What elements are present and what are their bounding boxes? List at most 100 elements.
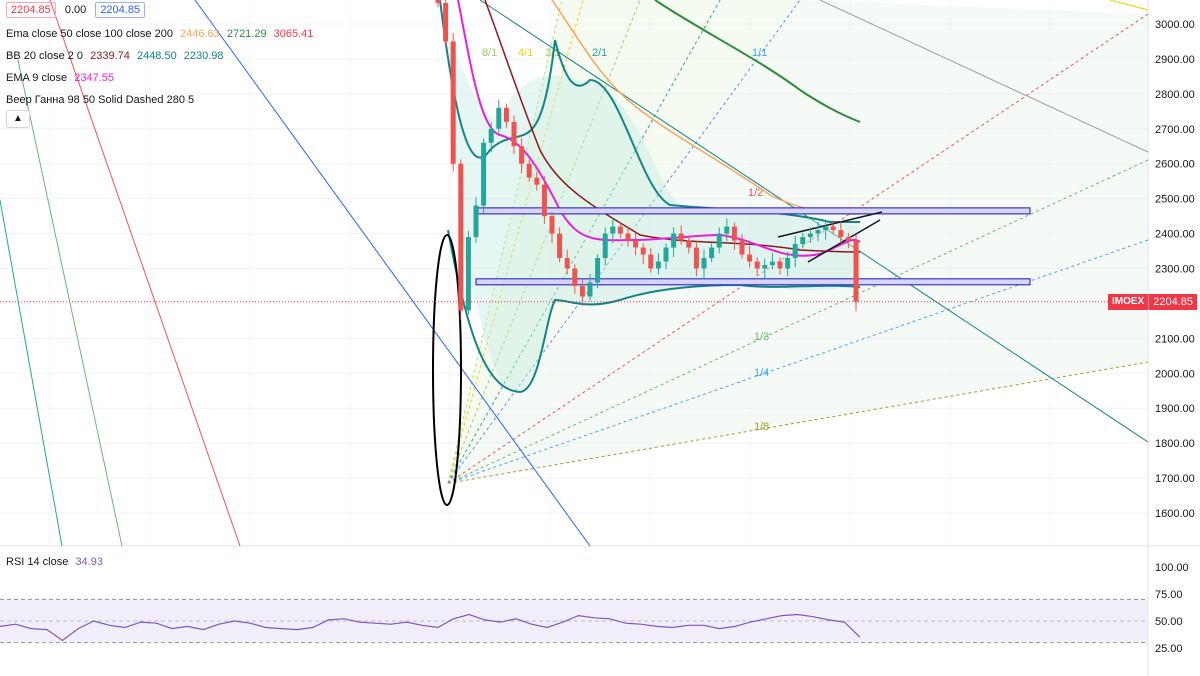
- candle-body: [769, 261, 775, 266]
- candle-body: [617, 226, 623, 234]
- wedge-lower-line: [807, 219, 881, 263]
- candle-body: [777, 261, 783, 269]
- highlight-ellipse: [432, 234, 462, 506]
- candle-body: [663, 247, 669, 262]
- candle-body: [792, 244, 798, 259]
- y-tick-label: 1900.00: [1155, 403, 1195, 415]
- candle-body: [815, 230, 821, 234]
- bb-basis: [484, 0, 861, 253]
- gann-label: 1/3: [754, 331, 769, 343]
- candle-body: [473, 205, 479, 238]
- gann-label: 8/1: [482, 47, 497, 59]
- y-tick-label: 2500.00: [1155, 194, 1195, 206]
- candle-body: [458, 163, 464, 311]
- trendline-red: [49, 0, 241, 547]
- candle-body: [686, 240, 692, 248]
- rsi-tick-label: 25.00: [1155, 643, 1183, 655]
- candle-body: [564, 258, 570, 269]
- gann-label: 2/1: [592, 47, 607, 59]
- y-tick-label: 2000.00: [1155, 368, 1195, 380]
- candle-body: [572, 268, 578, 286]
- candle-body: [678, 233, 684, 241]
- legend-rsi-label: RSI 14 close: [6, 556, 69, 568]
- legend-ema-label: Ema close 50 close 100 close 200: [6, 28, 173, 40]
- candle-body: [838, 230, 844, 238]
- wedge-upper-line: [777, 211, 883, 238]
- spread-value: 0.00: [64, 4, 87, 16]
- candle-body: [754, 261, 760, 269]
- candle-body: [823, 226, 829, 231]
- candle-body: [534, 177, 540, 185]
- candle-body: [579, 285, 585, 297]
- y-tick-label: 2700.00: [1155, 124, 1195, 136]
- candle-body: [496, 107, 502, 129]
- candle-body: [595, 258, 601, 283]
- resistance-zone: [477, 207, 1031, 215]
- candle-body: [443, 3, 449, 42]
- legend-ema9-label: EMA 9 close: [6, 72, 68, 84]
- legend-ema9[interactable]: EMA 9 close 2347.55: [6, 72, 118, 84]
- price-box-buy[interactable]: 2204.85: [95, 2, 146, 18]
- bb-upper: [439, 0, 860, 223]
- candle-body: [731, 226, 737, 241]
- legend-ema9-value: 2347.55: [74, 72, 114, 84]
- y-tick-label: 1800.00: [1155, 438, 1195, 450]
- candle-body: [481, 142, 487, 206]
- candle-body: [503, 107, 509, 122]
- candle-body: [830, 226, 836, 231]
- legend-ema[interactable]: Ema close 50 close 100 close 200 2446.63…: [6, 28, 317, 40]
- y-tick-label: 2300.00: [1155, 264, 1195, 276]
- candle-body: [655, 261, 661, 269]
- trendline-teal: [0, 199, 63, 547]
- trendline-green: [17, 59, 123, 547]
- legend-gann[interactable]: Веер Ганна 98 50 Solid Dashed 280 5: [6, 94, 198, 106]
- candle-body: [610, 226, 616, 234]
- gann-label: 1/1: [752, 47, 767, 59]
- gann-ray-6: [447, 159, 1149, 484]
- y-tick-label: 2800.00: [1155, 89, 1195, 101]
- legend-rsi-value: 34.93: [75, 556, 103, 568]
- rsi-tick-label: 75.00: [1155, 589, 1183, 601]
- candle-body: [465, 237, 471, 311]
- gann-fan-fill: [448, 0, 1148, 484]
- y-tick-label: 3000.00: [1155, 19, 1195, 31]
- y-tick-label: 2900.00: [1155, 54, 1195, 66]
- legend-rsi[interactable]: RSI 14 close 34.93: [6, 556, 107, 568]
- price-box-sell[interactable]: 2204.85: [6, 2, 56, 18]
- legend-bb-lower: 2230.98: [183, 50, 224, 62]
- legend-ema-value-50: 2446.63: [180, 28, 220, 40]
- candle-body: [845, 237, 851, 241]
- trendline-yellow: [1109, 0, 1149, 11]
- legend-bb-upper: 2448.50: [136, 50, 177, 62]
- y-tick-label: 1600.00: [1155, 508, 1195, 520]
- rsi-tick-label: 100.00: [1155, 562, 1189, 574]
- legend-bb[interactable]: BB 20 close 2 0 2339.74 2448.50 2230.98: [6, 50, 228, 62]
- legend-bb-label: BB 20 close 2 0: [6, 50, 84, 62]
- support-zone: [475, 278, 1031, 286]
- candle-body: [747, 254, 753, 262]
- gann-label: 1/4: [754, 367, 769, 379]
- candle-body: [701, 258, 707, 269]
- candle-body: [716, 233, 722, 248]
- candle-body: [640, 247, 646, 255]
- last-price-value: 2204.85: [1148, 293, 1197, 310]
- gann-label: 4/1: [518, 47, 533, 59]
- gann-label: 1/2: [748, 187, 763, 199]
- candle-body: [633, 240, 639, 248]
- gann-ray-4: [447, 0, 801, 484]
- candle-body: [762, 265, 768, 269]
- bb-lower: [447, 229, 861, 394]
- rsi-line: [0, 613, 861, 642]
- header-price-row: 2204.85 0.00 2204.85: [6, 2, 149, 18]
- gann-ray-0: [447, 0, 563, 484]
- candle-body: [785, 258, 791, 269]
- candle-body: [853, 240, 859, 302]
- trendline-grey: [819, 0, 1149, 153]
- trendline-blue: [194, 0, 591, 547]
- chevron-up-icon[interactable]: ▲: [6, 110, 30, 128]
- candle-body: [511, 121, 517, 147]
- gann-ray-5: [447, 13, 1149, 484]
- candle-body: [435, 0, 441, 4]
- ema-100: [654, 0, 861, 123]
